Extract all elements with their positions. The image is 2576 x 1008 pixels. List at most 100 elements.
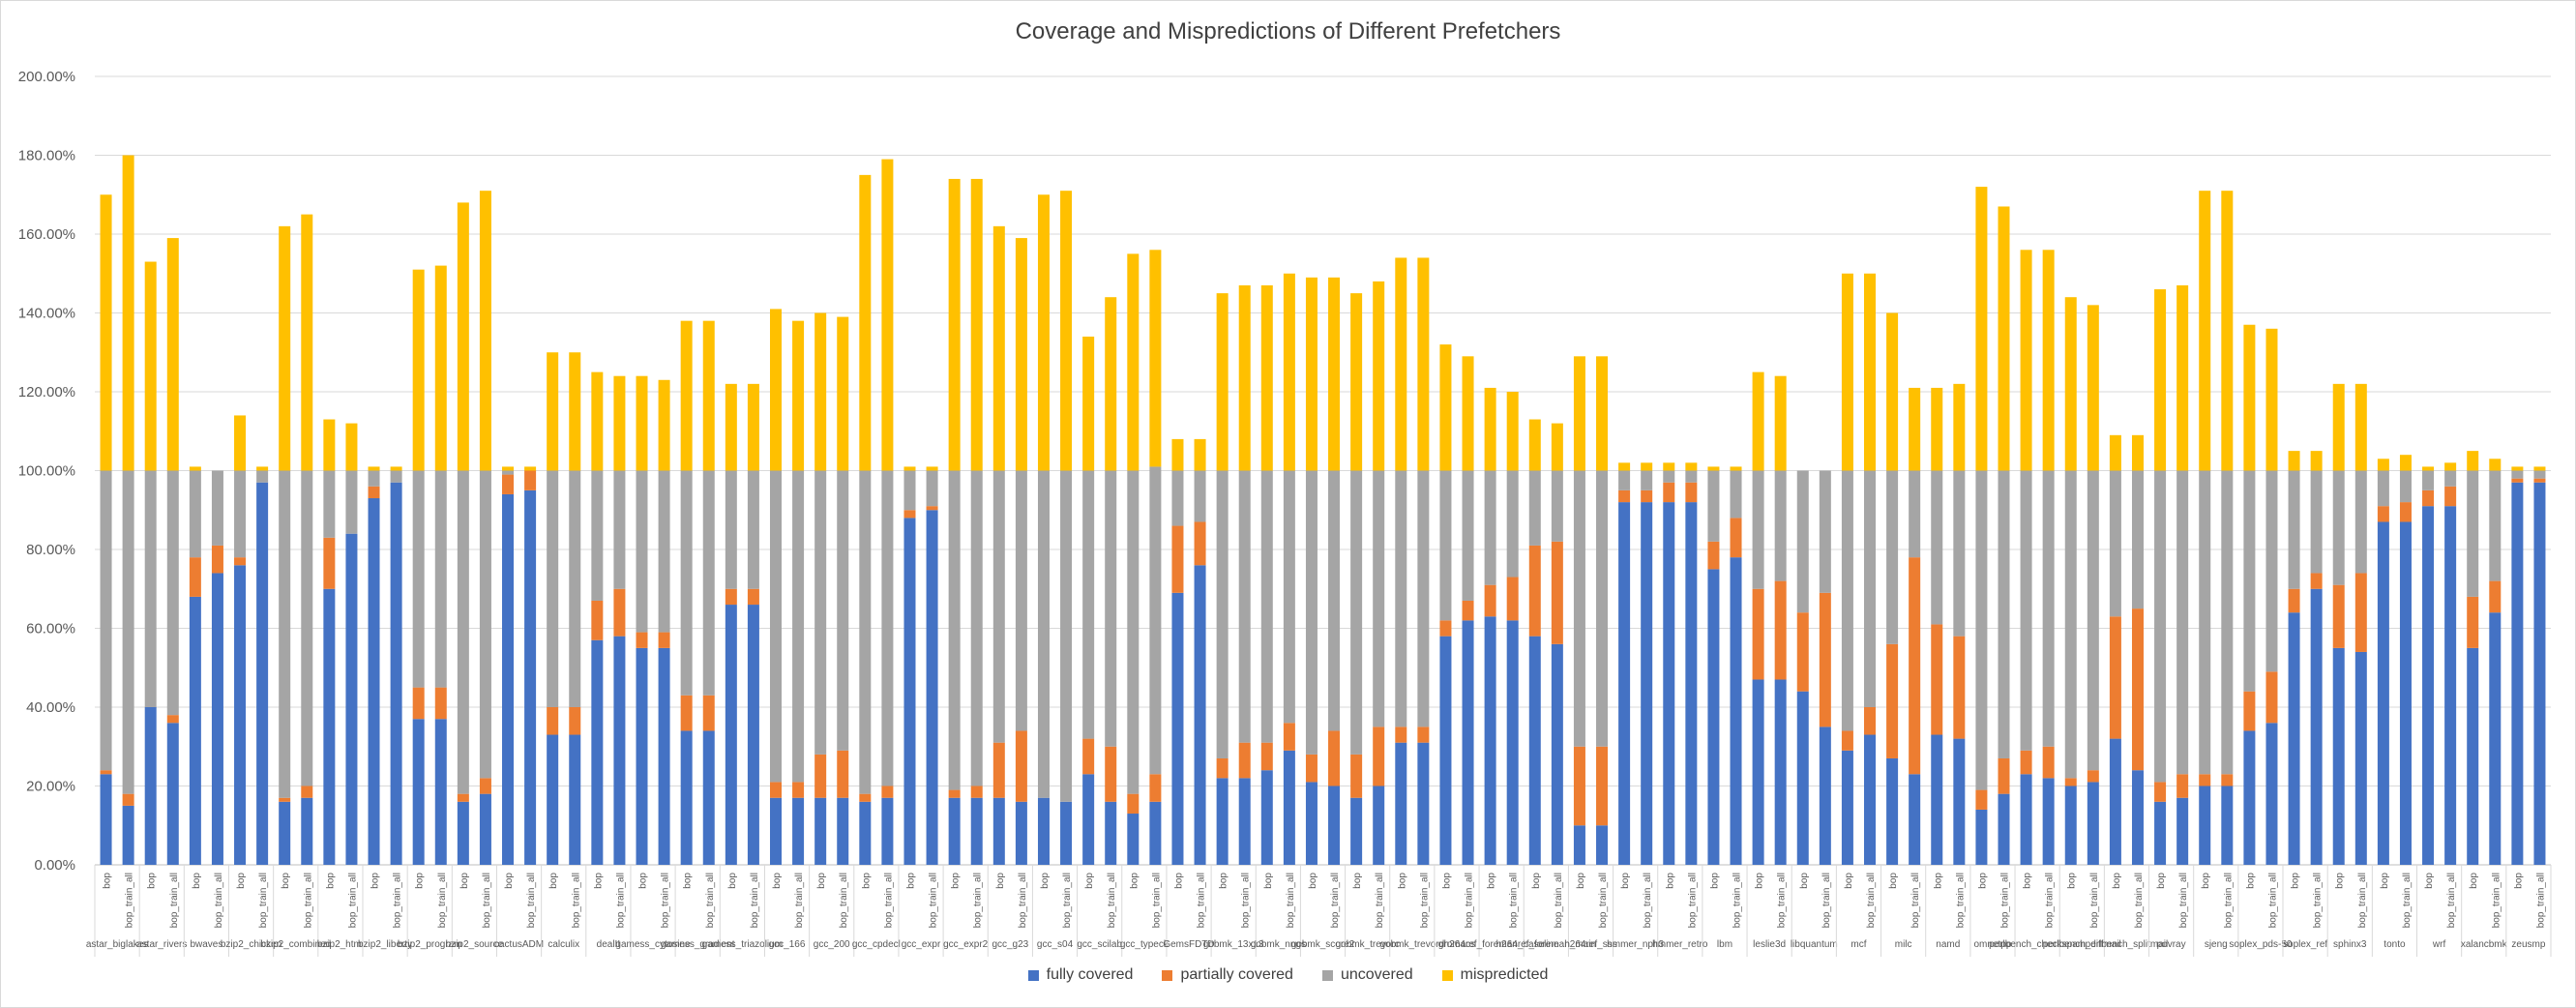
bar-segment-uncovered: [747, 470, 759, 589]
bar-segment-mispredicted: [2467, 451, 2479, 471]
bar-segment-mispredicted: [881, 159, 894, 471]
bar-segment-fully-covered: [189, 596, 201, 865]
bar-segment-partially-covered: [2288, 588, 2300, 613]
bar-segment-mispredicted: [569, 352, 581, 471]
bar-label: bop_train_all: [1375, 873, 1385, 928]
bar-label: bop: [1755, 873, 1765, 889]
bar-segment-partially-covered: [1328, 730, 1341, 786]
category-label: dealII: [597, 939, 620, 950]
bar-segment-uncovered: [1462, 470, 1474, 601]
bar-segment-fully-covered: [1909, 774, 1921, 865]
bar-segment-partially-covered: [2399, 502, 2412, 522]
bar-segment-fully-covered: [1864, 734, 1877, 865]
bar-segment-fully-covered: [1015, 801, 1027, 865]
bar-label: bop: [2291, 873, 2301, 889]
bar-segment-uncovered: [613, 470, 626, 589]
bar-label: bop_train_all: [258, 873, 269, 928]
bar-label: bop_train_all: [482, 873, 492, 928]
bar-segment-partially-covered: [1238, 742, 1251, 779]
bar-label: bop: [2424, 873, 2435, 889]
bar-label: bop_train_all: [1732, 873, 1743, 928]
bar-segment-fully-covered: [2288, 612, 2300, 865]
bar-segment-uncovered: [680, 470, 693, 696]
bar-label: bop: [995, 873, 1006, 889]
bar-segment-fully-covered: [1060, 801, 1073, 865]
bar-segment-partially-covered: [948, 789, 961, 798]
bar-segment-partially-covered: [189, 557, 201, 597]
category-label: gcc_g23: [992, 939, 1028, 950]
bar-label: bop: [192, 873, 202, 889]
bar-segment-partially-covered: [1730, 518, 1742, 558]
bar-segment-uncovered: [1528, 470, 1541, 546]
bar-segment-uncovered: [1663, 470, 1675, 483]
bar-segment-uncovered: [2131, 470, 2144, 609]
category-label: bwaves: [190, 939, 222, 950]
bar-segment-mispredicted: [926, 466, 938, 471]
bar-segment-partially-covered: [636, 632, 648, 648]
bar-segment-partially-covered: [2354, 573, 2367, 652]
bar-segment-uncovered: [211, 470, 223, 546]
bar-label: bop: [2067, 873, 2078, 889]
bar-segment-mispredicted: [1373, 281, 1385, 471]
bar-segment-uncovered: [1082, 470, 1095, 739]
bar-segment-uncovered: [837, 470, 849, 751]
bar-label: bop: [1219, 873, 1229, 889]
category-label: gamess_triazolium: [702, 939, 783, 950]
category-label: soplex_ref: [2283, 939, 2327, 950]
bar-segment-fully-covered: [2422, 506, 2435, 865]
bar-segment-fully-covered: [1283, 750, 1295, 865]
bar-label: bop_train_all: [125, 873, 135, 928]
bar-segment-fully-covered: [1685, 502, 1698, 865]
bar-segment-uncovered: [1707, 470, 1720, 542]
bar-segment-fully-covered: [1752, 679, 1764, 865]
bar-segment-partially-covered: [970, 786, 983, 798]
bar-segment-uncovered: [1931, 470, 1943, 625]
bar-segment-uncovered: [390, 470, 402, 483]
bar-segment-mispredicted: [1528, 419, 1541, 471]
bar-label: bop_train_all: [1999, 873, 2010, 928]
bar-segment-fully-covered: [702, 730, 715, 865]
bar-label: bop_train_all: [883, 873, 894, 928]
bar-label: bop_train_all: [1107, 873, 1117, 928]
bar-segment-mispredicted: [613, 375, 626, 471]
bar-label: bop_train_all: [973, 873, 984, 928]
category-label: leslie3d: [1753, 939, 1786, 950]
bar-segment-fully-covered: [1707, 569, 1720, 865]
bar-segment-partially-covered: [1395, 726, 1407, 743]
bar-segment-partially-covered: [1551, 541, 1563, 644]
legend-item: mispredicted: [1441, 966, 1548, 984]
bar-segment-mispredicted: [2042, 250, 2055, 471]
bar-segment-uncovered: [2064, 470, 2077, 779]
bar-segment-uncovered: [1417, 470, 1430, 727]
bar-segment-partially-covered: [1573, 746, 1585, 826]
bar-label: bop: [2513, 873, 2524, 889]
bar-segment-fully-covered: [859, 801, 872, 865]
bar-segment-mispredicted: [2533, 466, 2546, 471]
category-label: gamess_cytosine: [615, 939, 691, 950]
bar-segment-partially-covered: [2467, 596, 2479, 648]
bar-segment-fully-covered: [345, 533, 358, 865]
bar-segment-uncovered: [2020, 470, 2032, 751]
bar-segment-partially-covered: [1663, 482, 1675, 503]
bar-segment-uncovered: [948, 470, 961, 790]
bar-segment-fully-covered: [948, 797, 961, 865]
bar-segment-uncovered: [814, 470, 827, 755]
bar-segment-partially-covered: [837, 750, 849, 798]
bar-segment-partially-covered: [1707, 541, 1720, 570]
bar-segment-partially-covered: [122, 793, 134, 806]
bar-segment-uncovered: [1060, 470, 1073, 802]
bar-segment-uncovered: [434, 470, 447, 688]
bar-segment-mispredicted: [769, 309, 782, 471]
bar-segment-mispredicted: [412, 269, 425, 471]
bar-label: bop: [1531, 873, 1542, 889]
bar-segment-fully-covered: [166, 723, 179, 865]
bar-segment-fully-covered: [792, 797, 805, 865]
bar-segment-partially-covered: [457, 793, 469, 802]
bar-segment-partially-covered: [234, 557, 247, 566]
bar-label: bop: [1620, 873, 1631, 889]
bar-segment-mispredicted: [2399, 455, 2412, 471]
bar-label: bop_train_all: [705, 873, 716, 928]
bar-segment-partially-covered: [702, 695, 715, 731]
bar-segment-fully-covered: [1618, 502, 1631, 865]
